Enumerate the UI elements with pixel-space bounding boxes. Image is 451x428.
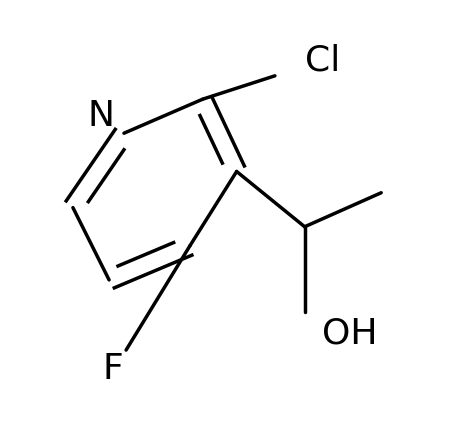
Text: N: N [87, 99, 114, 133]
Text: Cl: Cl [304, 44, 339, 78]
Text: OH: OH [321, 316, 376, 350]
Text: F: F [103, 352, 124, 386]
